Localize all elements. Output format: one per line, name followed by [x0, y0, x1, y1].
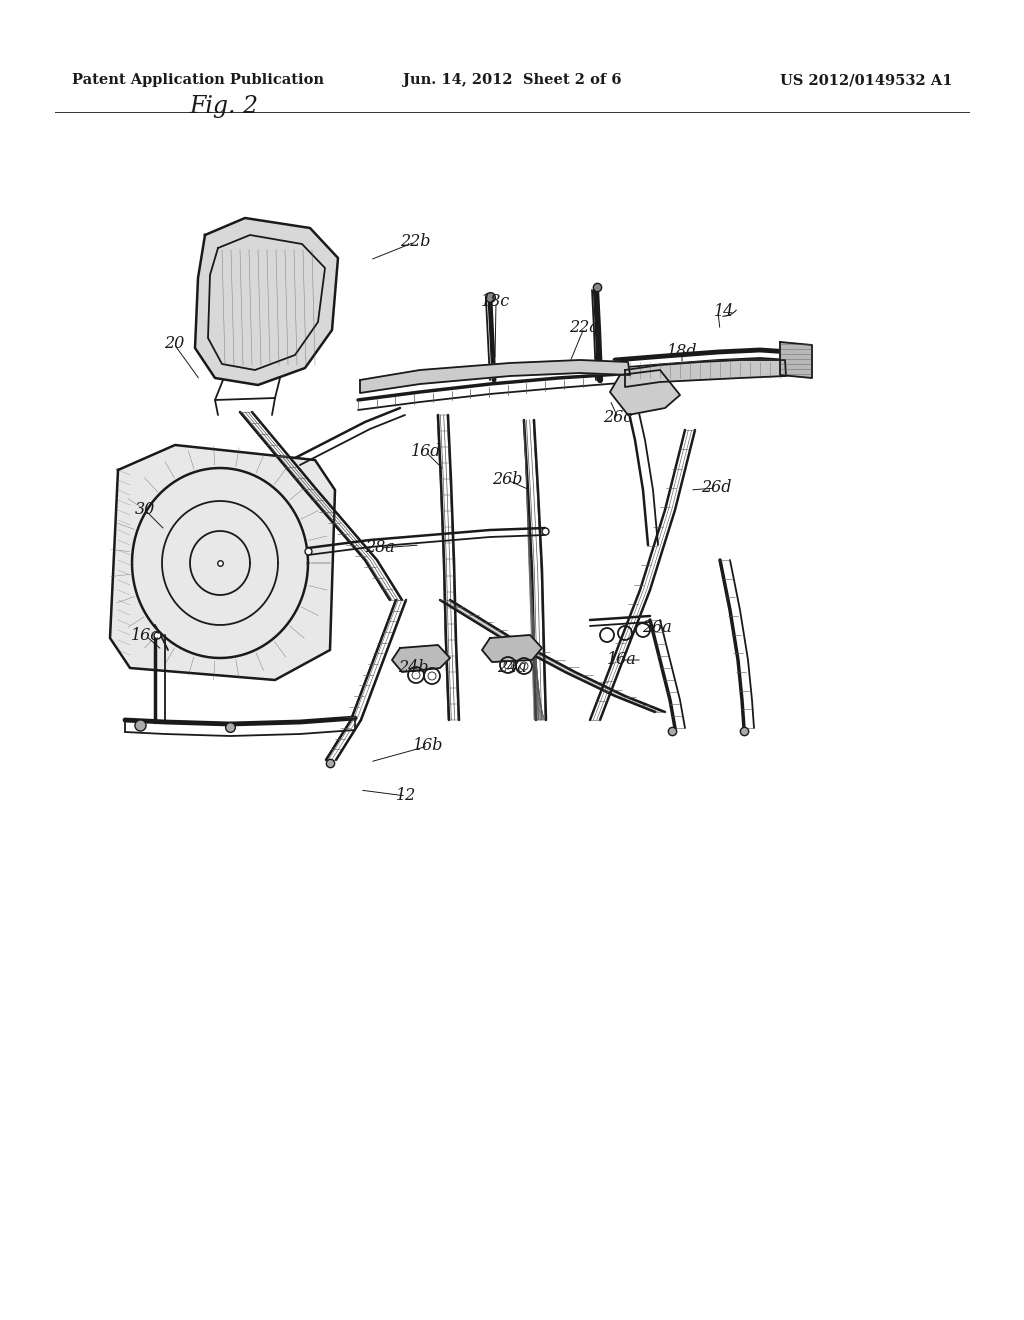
Text: 16a: 16a: [607, 652, 637, 668]
Text: 24b: 24b: [397, 660, 428, 676]
Text: Patent Application Publication: Patent Application Publication: [72, 73, 324, 87]
Text: 22a: 22a: [569, 319, 599, 337]
Polygon shape: [110, 445, 335, 680]
Text: 26a: 26a: [642, 619, 672, 636]
Text: 26b: 26b: [492, 471, 522, 488]
Polygon shape: [780, 342, 812, 378]
Text: 16d: 16d: [411, 444, 441, 461]
Text: 16b: 16b: [413, 738, 443, 755]
Polygon shape: [195, 218, 338, 385]
Text: US 2012/0149532 A1: US 2012/0149532 A1: [779, 73, 952, 87]
Text: 26d: 26d: [700, 479, 731, 496]
Text: 18d: 18d: [667, 343, 697, 360]
Polygon shape: [482, 635, 542, 663]
Text: 12: 12: [396, 788, 416, 804]
Polygon shape: [610, 370, 680, 414]
Text: 26c: 26c: [603, 409, 633, 426]
Text: 14: 14: [714, 304, 734, 321]
Polygon shape: [360, 360, 630, 393]
Text: 28a: 28a: [366, 540, 395, 557]
Text: 20: 20: [164, 335, 184, 352]
Text: 22b: 22b: [399, 234, 430, 251]
Text: Jun. 14, 2012  Sheet 2 of 6: Jun. 14, 2012 Sheet 2 of 6: [402, 73, 622, 87]
Text: 18c: 18c: [481, 293, 511, 310]
Polygon shape: [625, 360, 786, 387]
Text: 24a: 24a: [497, 660, 527, 676]
Text: 30: 30: [135, 502, 155, 519]
Text: Fig. 2: Fig. 2: [189, 95, 258, 117]
Polygon shape: [392, 645, 450, 672]
Text: 16c: 16c: [131, 627, 161, 644]
